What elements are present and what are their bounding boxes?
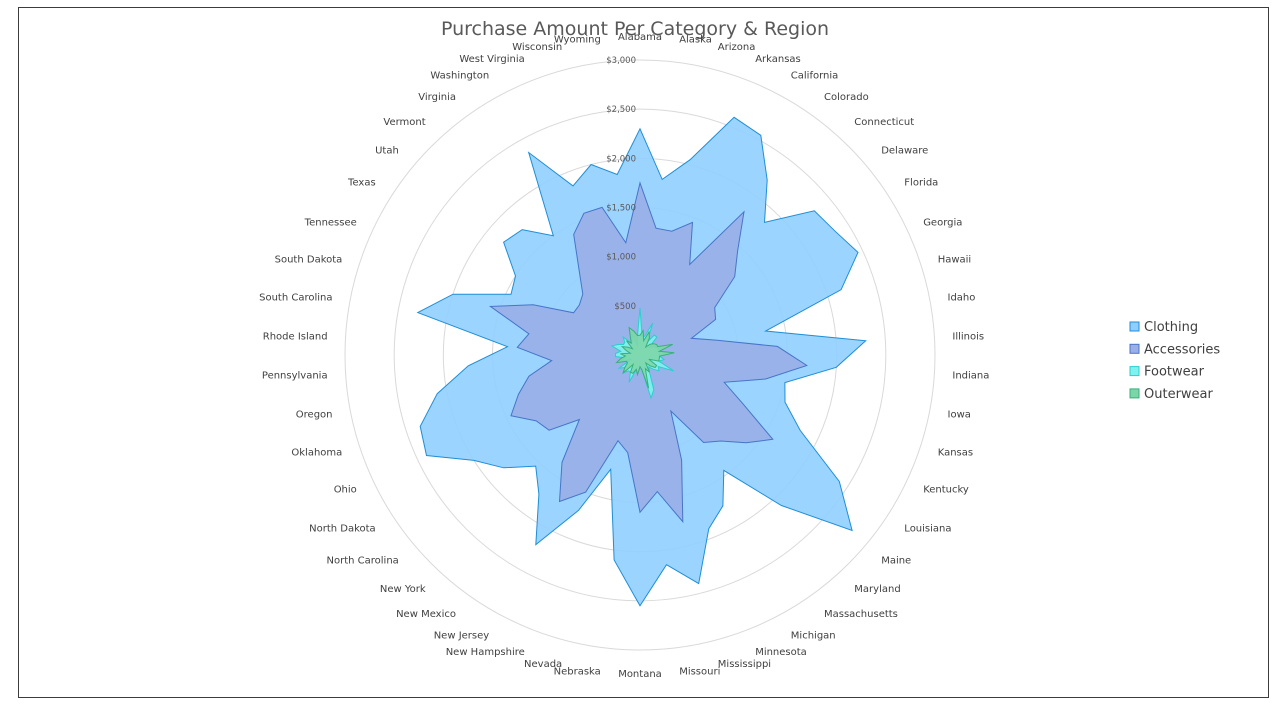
radial-tick-label: $500 [614,302,636,312]
chart-title: Purchase Amount Per Category & Region [441,18,829,40]
category-label: New York [380,584,426,595]
category-label: Nevada [524,659,562,670]
category-label: Kentucky [923,484,969,495]
category-label: Texas [347,177,376,188]
legend-swatch-footwear [1129,366,1140,377]
series-area-outerwear [615,326,675,389]
category-label: New Hampshire [446,647,525,658]
category-label: Alaska [679,35,712,46]
radial-tick-label: $2,500 [606,105,636,115]
category-label: Delaware [881,146,928,157]
category-label: Nebraska [554,667,601,678]
category-label: Virginia [418,92,456,103]
category-label: Kansas [938,448,973,459]
category-label: Mississippi [718,659,771,670]
category-label: California [791,71,839,82]
category-label: Georgia [923,218,962,229]
category-label: Hawaii [938,254,972,265]
legend: Clothing Accessories Footwear Outerwear [1129,320,1220,402]
category-label: New Jersey [434,630,490,641]
category-label: Oregon [296,410,333,421]
category-label: North Carolina [327,556,399,567]
category-label: Missouri [679,667,720,678]
radar-chart: Purchase Amount Per Category & Region $5… [259,18,1220,680]
category-label: Florida [904,177,938,188]
category-label: West Virginia [459,54,524,65]
legend-swatch-clothing [1129,321,1140,332]
radial-tick-labels: $500 $1,000 $1,500 $2,000 $2,500 $3,000 [606,56,636,312]
category-label: Iowa [948,410,971,421]
category-label: Wyoming [554,35,601,46]
category-label: Arkansas [755,54,801,65]
category-label: Washington [430,71,489,82]
chart-frame: Purchase Amount Per Category & Region $5… [18,7,1269,698]
category-label: Michigan [791,630,836,641]
category-label: Minnesota [755,647,807,658]
category-label: Alabama [618,32,662,43]
category-label: Rhode Island [263,331,328,342]
legend-swatch-outerwear [1129,388,1140,399]
category-label: Wisconsin [512,42,562,53]
category-label: Colorado [824,92,869,103]
legend-swatch-accessories [1129,343,1140,354]
category-label: Arizona [718,42,756,53]
category-label: Maryland [854,584,900,595]
category-label: Tennessee [304,218,357,229]
category-label: Idaho [948,292,976,303]
category-label: Montana [618,669,662,680]
category-label: Ohio [334,484,357,495]
category-label: Oklahoma [291,448,342,459]
category-label: Massachusetts [824,609,898,620]
category-label: Illinois [952,331,984,342]
category-label: Connecticut [854,117,914,128]
category-label: Indiana [952,371,989,382]
legend-label-clothing: Clothing [1144,320,1198,335]
legend-label-footwear: Footwear [1144,365,1205,380]
category-label: New Mexico [396,609,456,620]
category-label: South Carolina [259,292,332,303]
legend-label-accessories: Accessories [1144,342,1220,357]
radar-series [416,116,867,607]
radial-tick-label: $1,500 [606,204,636,214]
category-label: Utah [375,146,399,157]
category-label: Maine [881,556,911,567]
category-label: Vermont [383,117,425,128]
category-label: South Dakota [275,254,343,265]
radial-tick-label: $1,000 [606,253,636,263]
grid-ring [344,59,936,651]
radial-tick-label: $2,000 [606,154,636,164]
category-label: Pennsylvania [262,371,328,382]
category-label: North Dakota [309,524,376,535]
radial-tick-label: $3,000 [606,56,636,66]
legend-label-outerwear: Outerwear [1144,387,1214,402]
category-label: Louisiana [904,524,951,535]
